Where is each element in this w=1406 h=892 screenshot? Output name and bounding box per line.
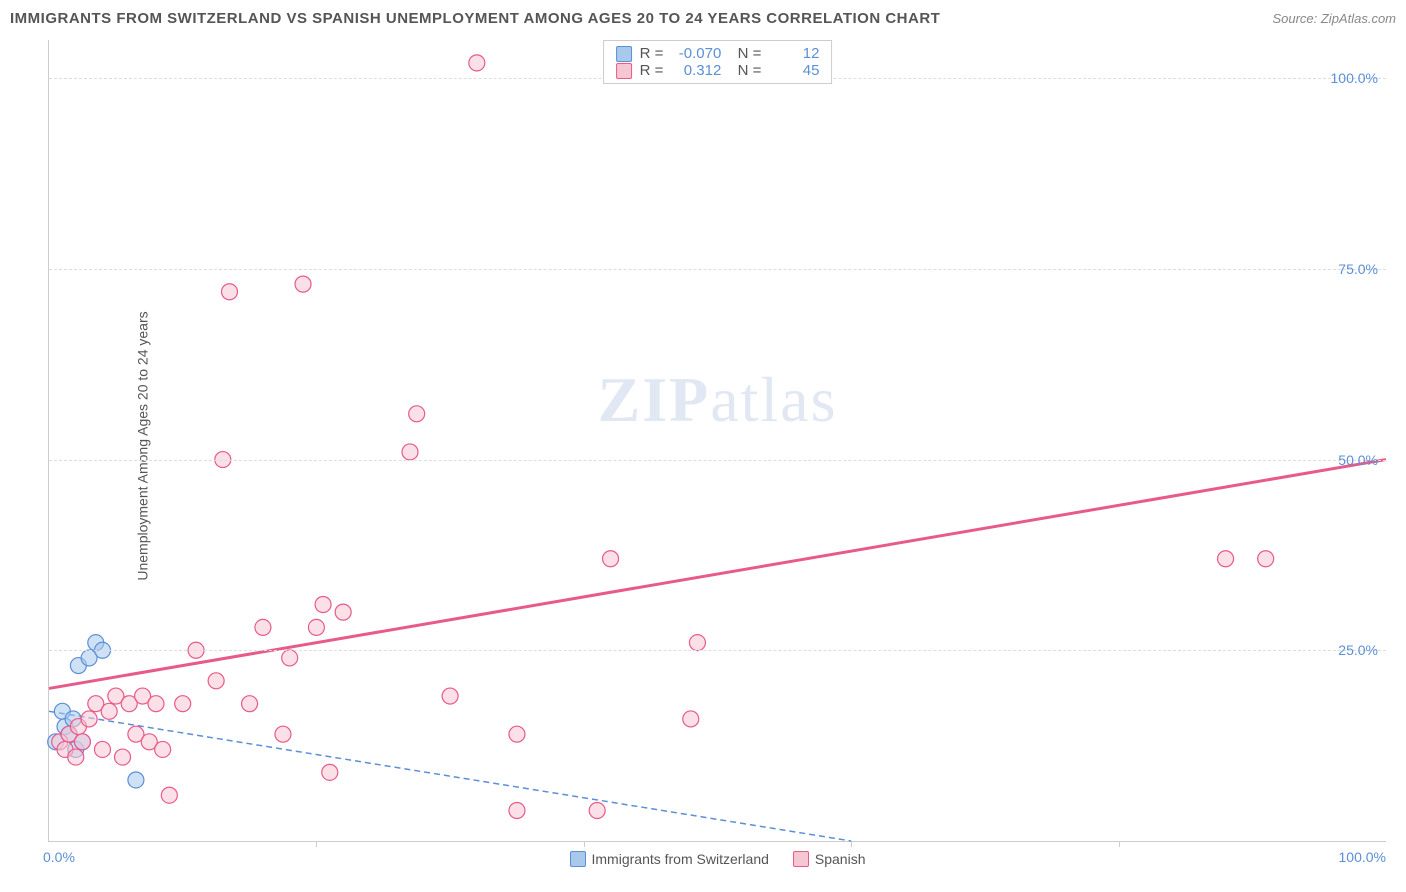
data-point — [175, 696, 191, 712]
data-point — [589, 802, 605, 818]
data-point — [68, 749, 84, 765]
title-bar: IMMIGRANTS FROM SWITZERLAND VS SPANISH U… — [10, 10, 1396, 27]
n-value: 45 — [769, 62, 819, 79]
data-point — [322, 764, 338, 780]
x-tick-mark — [316, 841, 317, 847]
data-point — [282, 650, 298, 666]
data-point — [1258, 551, 1274, 567]
legend-item: Immigrants from Switzerland — [570, 851, 769, 867]
data-point — [509, 802, 525, 818]
x-min-label: 0.0% — [43, 849, 75, 865]
data-point — [683, 711, 699, 727]
x-tick-mark — [584, 841, 585, 847]
trend-line — [49, 711, 851, 841]
data-point — [603, 551, 619, 567]
chart-plot-area: ZIPatlas R = -0.070 N = 12 R = 0.312 N =… — [48, 40, 1386, 842]
data-point — [74, 734, 90, 750]
n-value: 12 — [769, 45, 819, 62]
y-tick-label: 25.0% — [1338, 642, 1378, 658]
chart-title: IMMIGRANTS FROM SWITZERLAND VS SPANISH U… — [10, 10, 940, 27]
data-point — [94, 741, 110, 757]
data-point — [81, 711, 97, 727]
r-value: -0.070 — [671, 45, 721, 62]
stats-row: R = -0.070 N = 12 — [616, 45, 820, 62]
data-point — [115, 749, 131, 765]
gridline — [49, 460, 1386, 461]
data-point — [221, 284, 237, 300]
data-point — [148, 696, 164, 712]
data-point — [208, 673, 224, 689]
y-tick-label: 100.0% — [1331, 70, 1378, 86]
y-tick-label: 75.0% — [1338, 261, 1378, 277]
source-label: Source: ZipAtlas.com — [1272, 11, 1396, 26]
data-point — [442, 688, 458, 704]
y-tick-label: 50.0% — [1338, 452, 1378, 468]
data-point — [335, 604, 351, 620]
legend-swatch-icon — [570, 851, 586, 867]
data-point — [308, 619, 324, 635]
data-point — [128, 772, 144, 788]
legend-label: Immigrants from Switzerland — [592, 851, 769, 867]
x-tick-mark — [1119, 841, 1120, 847]
legend: Immigrants from Switzerland Spanish — [570, 851, 866, 867]
x-tick-mark — [851, 841, 852, 847]
correlation-stats-box: R = -0.070 N = 12 R = 0.312 N = 45 — [603, 40, 833, 84]
r-value: 0.312 — [671, 62, 721, 79]
data-point — [469, 55, 485, 71]
data-point — [509, 726, 525, 742]
data-point — [295, 276, 311, 292]
x-max-label: 100.0% — [1339, 849, 1386, 865]
legend-item: Spanish — [793, 851, 866, 867]
legend-swatch-icon — [793, 851, 809, 867]
legend-label: Spanish — [815, 851, 866, 867]
gridline — [49, 269, 1386, 270]
data-point — [409, 406, 425, 422]
scatter-svg — [49, 40, 1386, 841]
data-point — [242, 696, 258, 712]
data-point — [689, 635, 705, 651]
gridline — [49, 650, 1386, 651]
stats-row: R = 0.312 N = 45 — [616, 62, 820, 79]
data-point — [315, 597, 331, 613]
trend-line — [49, 460, 1386, 689]
data-point — [1218, 551, 1234, 567]
data-point — [161, 787, 177, 803]
data-point — [402, 444, 418, 460]
swatch-pink — [616, 63, 632, 79]
data-point — [275, 726, 291, 742]
data-point — [155, 741, 171, 757]
data-point — [101, 703, 117, 719]
data-point — [255, 619, 271, 635]
swatch-blue — [616, 46, 632, 62]
